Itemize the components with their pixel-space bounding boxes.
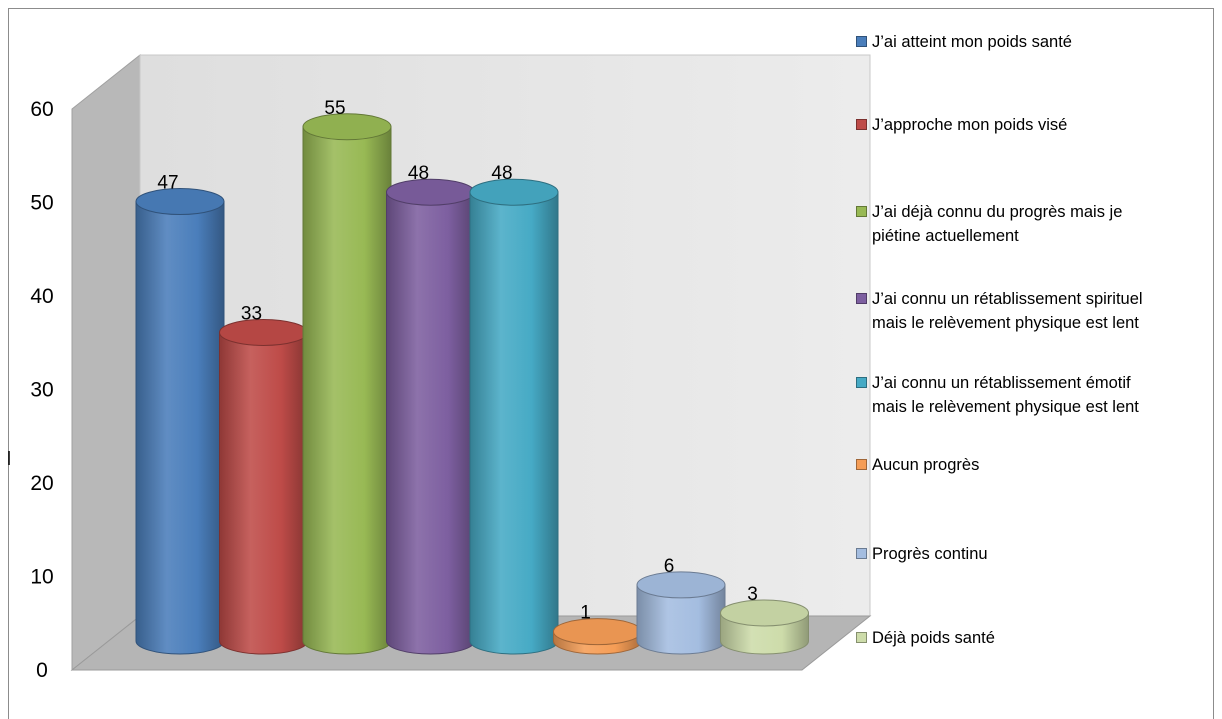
bar-body — [135, 201, 225, 655]
legend-swatch — [856, 119, 867, 130]
data-label: 55 — [324, 98, 345, 119]
bar-5 — [469, 178, 559, 655]
bar-body — [302, 126, 392, 655]
bar-top — [219, 318, 308, 346]
data-label: 48 — [408, 163, 429, 184]
bar-4 — [386, 178, 475, 655]
legend-label: J’ai déjà connu du progrès mais je piétin… — [872, 200, 1207, 248]
data-label: 3 — [747, 584, 758, 605]
bar-1 — [135, 188, 225, 655]
legend-swatch — [856, 632, 867, 643]
legend-label: J’approche mon poids visé — [872, 113, 1207, 137]
bar-top — [720, 599, 809, 627]
bar-body — [219, 331, 308, 655]
data-label: 47 — [157, 173, 178, 194]
bar-top — [553, 618, 642, 646]
legend-label-line: Aucun progrès — [872, 456, 980, 474]
legend-label: Aucun progrès — [872, 453, 1207, 477]
legend-label-line: J’ai déjà connu du progrès mais je — [872, 203, 1123, 221]
legend-label: J’ai connu un rétablissement émotif mais … — [872, 371, 1207, 419]
y-axis: 0 10 20 30 40 50 60 — [8, 98, 54, 682]
y-tick-label: 20 — [30, 472, 53, 495]
legend-swatch — [856, 293, 867, 304]
bars-group — [135, 113, 809, 655]
bar-2 — [219, 318, 308, 655]
legend-label: Déjà poids santé — [872, 626, 1207, 650]
legend-label-line: piétine actuellement — [872, 227, 1019, 245]
bar-6 — [553, 618, 642, 655]
y-tick-label: 0 — [36, 659, 48, 682]
bar-body — [469, 191, 559, 655]
legend-swatch — [856, 206, 867, 217]
legend-label: J’ai connu un rétablissement spirituel ma… — [872, 287, 1207, 335]
data-label: 33 — [241, 303, 262, 324]
bar-8 — [720, 599, 809, 655]
legend-swatch — [856, 36, 867, 47]
legend: J’ai atteint mon poids santé J’approche m… — [852, 0, 1212, 719]
bar-top — [135, 188, 225, 216]
bar-top — [469, 178, 559, 206]
y-tick-label: 10 — [30, 566, 53, 589]
data-label: 1 — [580, 603, 591, 624]
data-labels-group: 47 33 55 48 48 1 6 3 — [157, 98, 757, 624]
y-tick-label: 30 — [30, 379, 53, 402]
y-tick-label: 50 — [30, 192, 53, 215]
y-tick-label: 60 — [30, 98, 53, 121]
legend-label-line: mais le relèvement physique est lent — [872, 398, 1139, 416]
legend-label-line: J’approche mon poids visé — [872, 116, 1068, 134]
bar-top — [636, 571, 726, 599]
legend-label: J’ai atteint mon poids santé — [872, 30, 1207, 54]
legend-label-line: Progrès continu — [872, 545, 988, 563]
legend-swatch — [856, 548, 867, 559]
legend-label: Progrès continu — [872, 542, 1207, 566]
y-tick-label: 40 — [30, 285, 53, 308]
bar-top — [386, 178, 475, 206]
legend-swatch — [856, 377, 867, 388]
legend-label-line: J’ai connu un rétablissement émotif — [872, 374, 1131, 392]
side-wall — [71, 53, 141, 672]
bar-3 — [302, 113, 392, 655]
legend-label-line: Déjà poids santé — [872, 629, 995, 647]
bar-top — [302, 113, 392, 141]
legend-label-line: J’ai atteint mon poids santé — [872, 33, 1072, 51]
data-label: 48 — [491, 163, 512, 184]
legend-swatch — [856, 459, 867, 470]
data-label: 6 — [664, 556, 675, 577]
legend-label-line: mais le relèvement physique est lent — [872, 314, 1139, 332]
bar-7 — [636, 571, 726, 655]
legend-label-line: J’ai connu un rétablissement spirituel — [872, 290, 1143, 308]
bar-body — [386, 191, 475, 655]
